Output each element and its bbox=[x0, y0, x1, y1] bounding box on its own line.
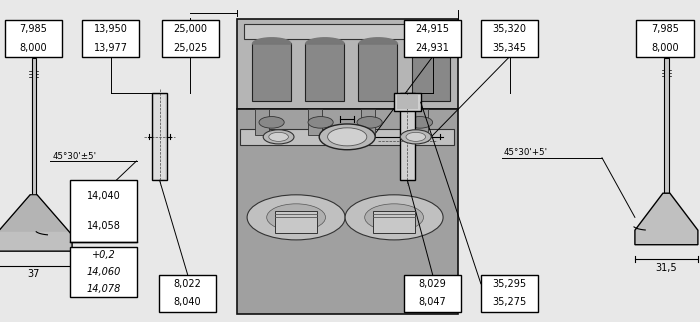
Bar bbox=[70, 247, 137, 297]
Bar bbox=[400, 93, 415, 180]
Text: 35,320: 35,320 bbox=[493, 24, 526, 34]
Bar bbox=[394, 93, 421, 111]
Text: 25,025: 25,025 bbox=[174, 43, 207, 53]
Text: 7,985: 7,985 bbox=[651, 24, 679, 34]
Text: 8,022: 8,022 bbox=[174, 279, 202, 289]
Bar bbox=[237, 19, 458, 109]
Circle shape bbox=[407, 117, 433, 128]
Circle shape bbox=[328, 128, 367, 146]
Text: 31,5: 31,5 bbox=[656, 263, 677, 273]
Circle shape bbox=[319, 124, 375, 150]
Bar bbox=[252, 43, 290, 101]
Text: 35,345: 35,345 bbox=[493, 43, 526, 53]
Text: 35,295: 35,295 bbox=[493, 279, 526, 289]
Circle shape bbox=[400, 130, 431, 144]
Text: 7,985: 7,985 bbox=[20, 24, 48, 34]
Text: 45°30'±5': 45°30'±5' bbox=[52, 152, 97, 161]
Polygon shape bbox=[635, 193, 698, 245]
Bar bbox=[159, 274, 216, 312]
Circle shape bbox=[357, 117, 382, 128]
Bar bbox=[481, 20, 538, 57]
Circle shape bbox=[259, 117, 284, 128]
Text: 8,040: 8,040 bbox=[174, 297, 202, 307]
Circle shape bbox=[365, 204, 423, 231]
Circle shape bbox=[247, 195, 345, 240]
Text: 45°30'+5': 45°30'+5' bbox=[504, 148, 548, 157]
Polygon shape bbox=[0, 195, 72, 251]
Bar bbox=[404, 20, 461, 57]
Bar bbox=[397, 95, 418, 109]
Bar bbox=[152, 93, 167, 180]
Bar bbox=[255, 109, 269, 135]
Bar bbox=[414, 109, 428, 135]
Circle shape bbox=[267, 204, 326, 231]
Bar bbox=[636, 20, 694, 57]
Bar bbox=[275, 211, 317, 233]
Bar bbox=[404, 274, 461, 312]
Polygon shape bbox=[664, 58, 668, 193]
Bar bbox=[481, 274, 538, 312]
Bar bbox=[154, 95, 165, 179]
Text: 14,060: 14,060 bbox=[86, 267, 121, 277]
Bar bbox=[373, 211, 415, 233]
Text: 35,275: 35,275 bbox=[493, 297, 526, 307]
Bar bbox=[244, 24, 451, 39]
Text: 14,058: 14,058 bbox=[87, 221, 120, 231]
Text: 8,000: 8,000 bbox=[651, 43, 679, 53]
Circle shape bbox=[308, 117, 333, 128]
Text: 25,000: 25,000 bbox=[174, 24, 207, 34]
Text: 8,029: 8,029 bbox=[419, 279, 447, 289]
Polygon shape bbox=[32, 58, 36, 195]
Bar bbox=[361, 109, 375, 135]
Text: +0,2: +0,2 bbox=[92, 251, 116, 260]
Text: 13,977: 13,977 bbox=[94, 43, 127, 53]
Bar bbox=[70, 180, 137, 242]
Bar bbox=[82, 20, 139, 57]
Bar bbox=[237, 109, 458, 314]
Text: 24,931: 24,931 bbox=[416, 43, 449, 53]
Bar bbox=[162, 20, 219, 57]
Text: 8,000: 8,000 bbox=[20, 43, 48, 53]
Bar bbox=[305, 43, 344, 101]
Text: 13,950: 13,950 bbox=[94, 24, 127, 34]
Bar bbox=[240, 129, 454, 145]
Circle shape bbox=[406, 132, 426, 141]
Circle shape bbox=[263, 130, 294, 144]
Polygon shape bbox=[0, 195, 68, 232]
Circle shape bbox=[345, 195, 443, 240]
Text: 14,040: 14,040 bbox=[87, 191, 120, 201]
Bar bbox=[5, 20, 62, 57]
Text: 24,915: 24,915 bbox=[416, 24, 449, 34]
Text: 37: 37 bbox=[27, 269, 40, 279]
Text: 14,078: 14,078 bbox=[86, 284, 121, 294]
Bar bbox=[412, 43, 450, 101]
Text: 8,047: 8,047 bbox=[419, 297, 447, 307]
Bar bbox=[358, 43, 397, 101]
Circle shape bbox=[269, 132, 288, 141]
Bar bbox=[308, 109, 322, 135]
